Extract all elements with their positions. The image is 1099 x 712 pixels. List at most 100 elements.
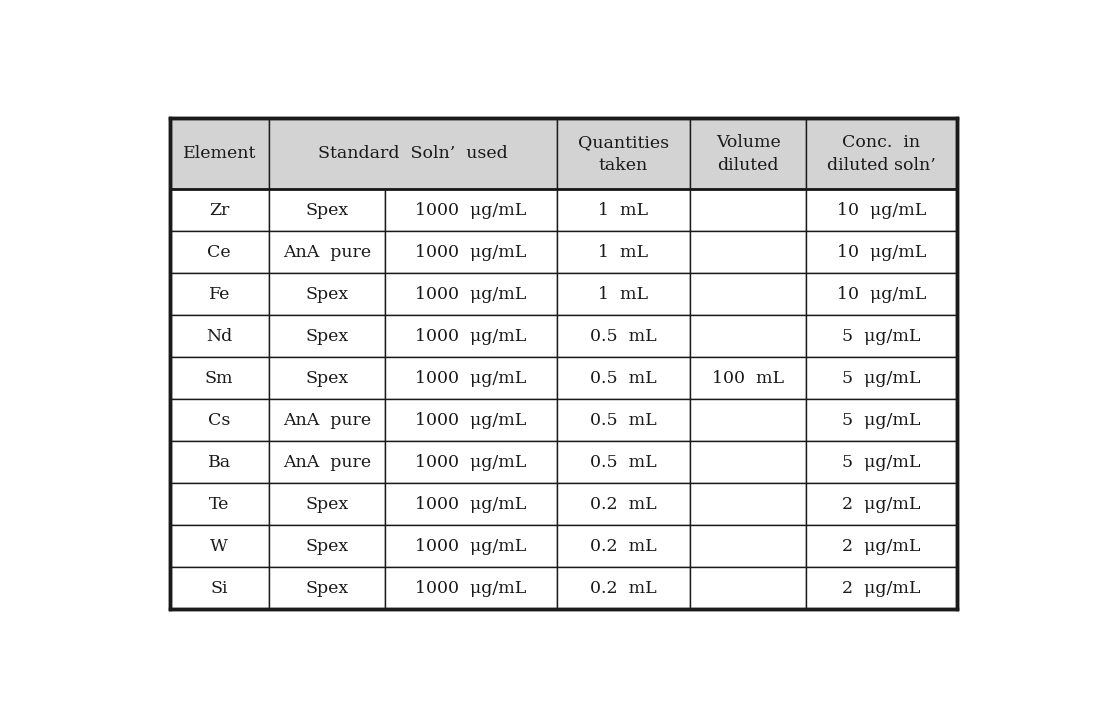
Bar — [268, 399, 385, 441]
Text: Standard  Soln’  used: Standard Soln’ used — [318, 145, 508, 162]
Bar — [690, 399, 807, 441]
Bar — [690, 273, 807, 315]
Bar — [268, 273, 385, 315]
Text: 0.2  mL: 0.2 mL — [590, 580, 657, 597]
Bar — [385, 273, 557, 315]
Text: AnA  pure: AnA pure — [282, 454, 370, 471]
Bar — [169, 118, 957, 609]
Text: 5  μg/mL: 5 μg/mL — [842, 454, 921, 471]
Bar — [385, 399, 557, 441]
Bar — [169, 273, 268, 315]
Bar — [385, 525, 557, 567]
Text: AnA  pure: AnA pure — [282, 244, 370, 261]
Bar — [557, 441, 690, 483]
Text: 10  μg/mL: 10 μg/mL — [836, 286, 926, 303]
Bar — [169, 399, 268, 441]
Text: Spex: Spex — [306, 286, 348, 303]
Text: Element: Element — [182, 145, 256, 162]
Bar — [807, 231, 957, 273]
Bar — [690, 315, 807, 357]
Bar — [557, 483, 690, 525]
Bar — [557, 231, 690, 273]
Bar — [557, 315, 690, 357]
Text: 1000  μg/mL: 1000 μg/mL — [415, 496, 526, 513]
Text: Spex: Spex — [306, 538, 348, 555]
Text: 10  μg/mL: 10 μg/mL — [836, 202, 926, 219]
Bar — [169, 315, 268, 357]
Bar — [385, 231, 557, 273]
Bar — [268, 118, 557, 189]
Text: 2  μg/mL: 2 μg/mL — [842, 580, 921, 597]
Bar — [807, 483, 957, 525]
Bar — [268, 315, 385, 357]
Text: 1  mL: 1 mL — [599, 202, 648, 219]
Text: Zr: Zr — [209, 202, 230, 219]
Bar — [690, 441, 807, 483]
Bar — [385, 357, 557, 399]
Text: Quantities
taken: Quantities taken — [578, 135, 669, 174]
Bar — [557, 567, 690, 609]
Bar — [169, 567, 268, 609]
Text: Ce: Ce — [208, 244, 231, 261]
Bar — [557, 357, 690, 399]
Bar — [268, 567, 385, 609]
Text: 1000  μg/mL: 1000 μg/mL — [415, 538, 526, 555]
Text: 10  μg/mL: 10 μg/mL — [836, 244, 926, 261]
Text: 5  μg/mL: 5 μg/mL — [842, 328, 921, 345]
Bar — [268, 441, 385, 483]
Bar — [807, 567, 957, 609]
Bar — [807, 357, 957, 399]
Text: 1000  μg/mL: 1000 μg/mL — [415, 580, 526, 597]
Bar — [268, 357, 385, 399]
Text: Spex: Spex — [306, 202, 348, 219]
Text: Spex: Spex — [306, 496, 348, 513]
Text: AnA  pure: AnA pure — [282, 412, 370, 429]
Bar — [557, 273, 690, 315]
Text: Fe: Fe — [209, 286, 230, 303]
Bar — [169, 525, 268, 567]
Text: 5  μg/mL: 5 μg/mL — [842, 370, 921, 387]
Bar — [690, 189, 807, 231]
Text: Si: Si — [210, 580, 227, 597]
Text: 2  μg/mL: 2 μg/mL — [842, 538, 921, 555]
Bar — [690, 567, 807, 609]
Text: 1000  μg/mL: 1000 μg/mL — [415, 454, 526, 471]
Text: Sm: Sm — [204, 370, 233, 387]
Text: Spex: Spex — [306, 370, 348, 387]
Text: 0.2  mL: 0.2 mL — [590, 538, 657, 555]
Bar — [557, 525, 690, 567]
Text: 0.2  mL: 0.2 mL — [590, 496, 657, 513]
Bar — [557, 189, 690, 231]
Bar — [169, 441, 268, 483]
Text: W: W — [210, 538, 229, 555]
Text: 1000  μg/mL: 1000 μg/mL — [415, 370, 526, 387]
Bar — [169, 231, 268, 273]
Bar — [807, 399, 957, 441]
Bar — [807, 118, 957, 189]
Text: 1  mL: 1 mL — [599, 244, 648, 261]
Bar — [385, 189, 557, 231]
Bar — [807, 315, 957, 357]
Bar — [385, 441, 557, 483]
Text: Ba: Ba — [208, 454, 231, 471]
Bar — [557, 399, 690, 441]
Bar — [690, 483, 807, 525]
Text: 1000  μg/mL: 1000 μg/mL — [415, 244, 526, 261]
Text: 1000  μg/mL: 1000 μg/mL — [415, 286, 526, 303]
Bar — [268, 231, 385, 273]
Text: 100  mL: 100 mL — [712, 370, 785, 387]
Bar — [807, 273, 957, 315]
Text: Volume
diluted: Volume diluted — [715, 135, 780, 174]
Bar — [268, 483, 385, 525]
Text: 1  mL: 1 mL — [599, 286, 648, 303]
Bar — [557, 118, 690, 189]
Bar — [169, 189, 268, 231]
Bar — [690, 231, 807, 273]
Bar — [385, 567, 557, 609]
Bar — [690, 525, 807, 567]
Text: 0.5  mL: 0.5 mL — [590, 454, 657, 471]
Bar — [807, 441, 957, 483]
Text: 1000  μg/mL: 1000 μg/mL — [415, 202, 526, 219]
Bar — [169, 357, 268, 399]
Text: 5  μg/mL: 5 μg/mL — [842, 412, 921, 429]
